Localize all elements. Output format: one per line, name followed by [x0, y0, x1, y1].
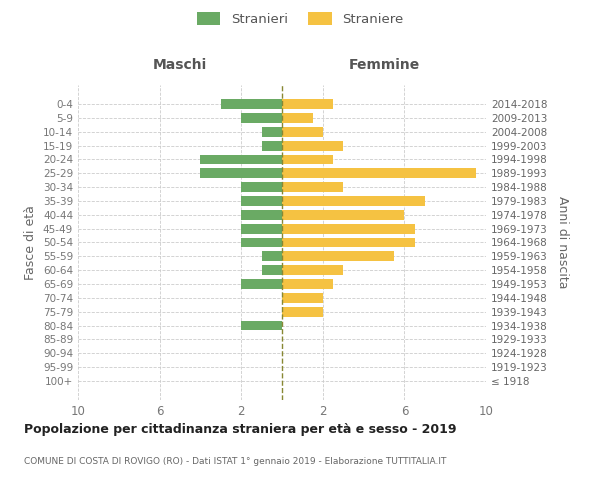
Bar [241, 279, 282, 289]
Bar [262, 127, 282, 136]
Bar [282, 154, 333, 164]
Bar [241, 224, 282, 234]
Bar [262, 266, 282, 275]
Text: Maschi: Maschi [153, 58, 207, 72]
Bar [282, 100, 333, 109]
Bar [282, 113, 313, 123]
Bar [282, 196, 425, 206]
Text: Femmine: Femmine [349, 58, 419, 72]
Legend: Stranieri, Straniere: Stranieri, Straniere [191, 6, 409, 32]
Bar [241, 196, 282, 206]
Bar [200, 168, 282, 178]
Y-axis label: Fasce di età: Fasce di età [25, 205, 37, 280]
Bar [282, 307, 323, 316]
Bar [221, 100, 282, 109]
Bar [241, 320, 282, 330]
Y-axis label: Anni di nascita: Anni di nascita [556, 196, 569, 289]
Bar [282, 279, 333, 289]
Bar [241, 182, 282, 192]
Bar [262, 252, 282, 261]
Bar [282, 141, 343, 150]
Text: Popolazione per cittadinanza straniera per età e sesso - 2019: Popolazione per cittadinanza straniera p… [24, 422, 457, 436]
Bar [282, 127, 323, 136]
Text: COMUNE DI COSTA DI ROVIGO (RO) - Dati ISTAT 1° gennaio 2019 - Elaborazione TUTTI: COMUNE DI COSTA DI ROVIGO (RO) - Dati IS… [24, 458, 446, 466]
Bar [241, 238, 282, 248]
Bar [241, 113, 282, 123]
Bar [200, 154, 282, 164]
Bar [282, 252, 394, 261]
Bar [241, 210, 282, 220]
Bar [282, 210, 404, 220]
Bar [282, 168, 476, 178]
Bar [282, 224, 415, 234]
Bar [282, 266, 343, 275]
Bar [282, 238, 415, 248]
Bar [282, 293, 323, 302]
Bar [262, 141, 282, 150]
Bar [282, 182, 343, 192]
